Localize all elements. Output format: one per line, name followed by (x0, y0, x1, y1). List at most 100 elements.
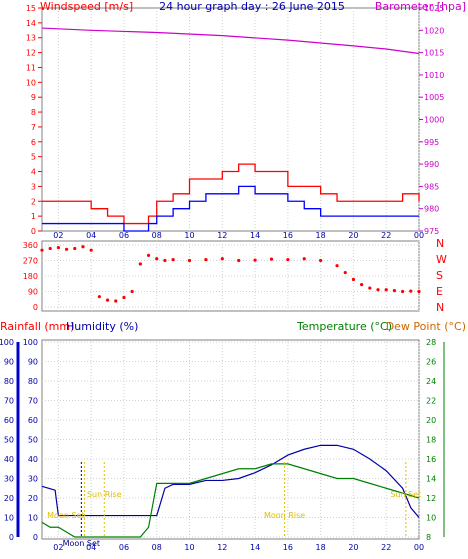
direction-point (221, 257, 224, 260)
temp-tick-label: 8 (426, 533, 431, 542)
wind-tick-label: 11 (26, 63, 36, 72)
direction-point (90, 249, 93, 252)
wind-tick-label: 3 (31, 182, 36, 191)
temp-tick-label: 12 (426, 494, 436, 503)
wind-x-tick-label: 20 (348, 231, 358, 240)
direction-point (253, 259, 256, 262)
wind-x-tick-label: 14 (250, 231, 260, 240)
wind-x-tick-label: 08 (152, 231, 162, 240)
wind-tick-label: 2 (31, 197, 36, 206)
th-x-tick-label: 12 (217, 543, 227, 552)
th-x-tick-label: 00 (414, 543, 424, 552)
direction-point (352, 278, 355, 281)
temp-tick-label: 16 (426, 455, 436, 464)
humidity-tick-label: 20 (28, 494, 38, 503)
th-x-tick-label: 20 (348, 543, 358, 552)
dir-compass-label: N (436, 237, 444, 250)
rain-tick-label: 60 (4, 416, 14, 425)
temp-axis-label: Temperature (°C) (296, 320, 392, 333)
wind-tick-label: 13 (26, 34, 36, 43)
temp-tick-label: 22 (426, 397, 436, 406)
baro-tick-label: 1025 (424, 4, 444, 13)
th-x-tick-label: 06 (119, 543, 129, 552)
direction-point (81, 245, 84, 248)
humidity-tick-label: 80 (28, 377, 38, 386)
direction-point (409, 290, 412, 293)
direction-point (114, 299, 117, 302)
baro-tick-label: 1020 (424, 26, 444, 35)
direction-point (376, 288, 379, 291)
th-grid (42, 342, 419, 537)
rain-tick-label: 40 (4, 455, 14, 464)
rain-tick-label: 70 (4, 397, 14, 406)
direction-point (204, 258, 207, 261)
wind-x-tick-label: 00 (414, 231, 424, 240)
temp-tick-label: 24 (426, 377, 436, 386)
dir-tick-label: 90 (28, 288, 38, 297)
direction-point (57, 246, 60, 249)
wind-x-tick-label: 22 (381, 231, 391, 240)
wind-tick-label: 4 (31, 168, 36, 177)
direction-point (417, 290, 420, 293)
baro-axis-label: Barometer [hpa] (375, 0, 466, 13)
rain-axis-label: Rainfall (mm) (0, 320, 74, 333)
dir-tick-label: 360 (23, 241, 38, 250)
direction-point (344, 271, 347, 274)
baro-tick-label: 975 (424, 227, 439, 236)
th-x-tick-label: 18 (316, 543, 326, 552)
direction-plot-frame (42, 241, 419, 311)
sunset-label: Sun Set (390, 490, 421, 499)
moonrise-label: Moon Rise (264, 511, 305, 520)
direction-point (368, 286, 371, 289)
rain-tick-label: 30 (4, 475, 14, 484)
wind-x-tick-label: 12 (217, 231, 227, 240)
th-x-tick-label: 08 (152, 543, 162, 552)
humidity-tick-label: 50 (28, 436, 38, 445)
th-x-tick-label: 16 (283, 543, 293, 552)
wind-x-tick-label: 06 (119, 231, 129, 240)
direction-point (385, 288, 388, 291)
moonset2-label: Moon Set (63, 539, 100, 548)
wind-tick-label: 6 (31, 138, 36, 147)
direction-point (131, 290, 134, 293)
th-x-tick-label: 14 (250, 543, 260, 552)
direction-point (163, 259, 166, 262)
humidity-tick-label: 30 (28, 475, 38, 484)
wind-x-tick-label: 10 (184, 231, 194, 240)
dew-axis-label: Dew Point (°C) (386, 320, 466, 333)
rain-left-ticks: 0102030405060708090100 (0, 338, 18, 542)
wind-grid (58, 8, 419, 231)
rain-tick-label: 20 (4, 494, 14, 503)
humidity-tick-label: 60 (28, 416, 38, 425)
direction-point (122, 296, 125, 299)
baro-tick-label: 995 (424, 138, 439, 147)
hum-inner-ticks: 0 10 20 30 40 50 60 70 80 90 100 (23, 338, 38, 542)
wind-series (42, 28, 419, 231)
wind-tick-label: 8 (31, 108, 36, 117)
wind-tick-label: 14 (26, 19, 36, 28)
wind-x-ticks: 02 04 06 08 10 12 14 16 18 20 22 00 (53, 231, 424, 240)
dir-compass-label: S (436, 269, 443, 282)
direction-point (401, 290, 404, 293)
direction-point (172, 258, 175, 261)
rain-tick-label: 90 (4, 358, 14, 367)
humidity-tick-label: 10 (28, 514, 38, 523)
temp-tick-label: 26 (426, 358, 436, 367)
humidity-tick-label: 100 (23, 338, 38, 347)
direction-point (303, 257, 306, 260)
direction-point (49, 247, 52, 250)
wind-x-tick-label: 18 (316, 231, 326, 240)
dir-tick-label: 270 (23, 257, 38, 266)
rain-tick-label: 0 (9, 533, 14, 542)
rain-tick-label: 80 (4, 377, 14, 386)
th-x-tick-label: 10 (184, 543, 194, 552)
baro-tick-label: 1005 (424, 93, 444, 102)
humidity-tick-label: 70 (28, 397, 38, 406)
dir-compass-label: N (436, 301, 444, 314)
direction-point (319, 259, 322, 262)
direction-point (147, 254, 150, 257)
dir-series (40, 245, 420, 302)
temp-hum-plot-frame (42, 340, 419, 539)
temp-tick-label: 14 (426, 475, 436, 484)
